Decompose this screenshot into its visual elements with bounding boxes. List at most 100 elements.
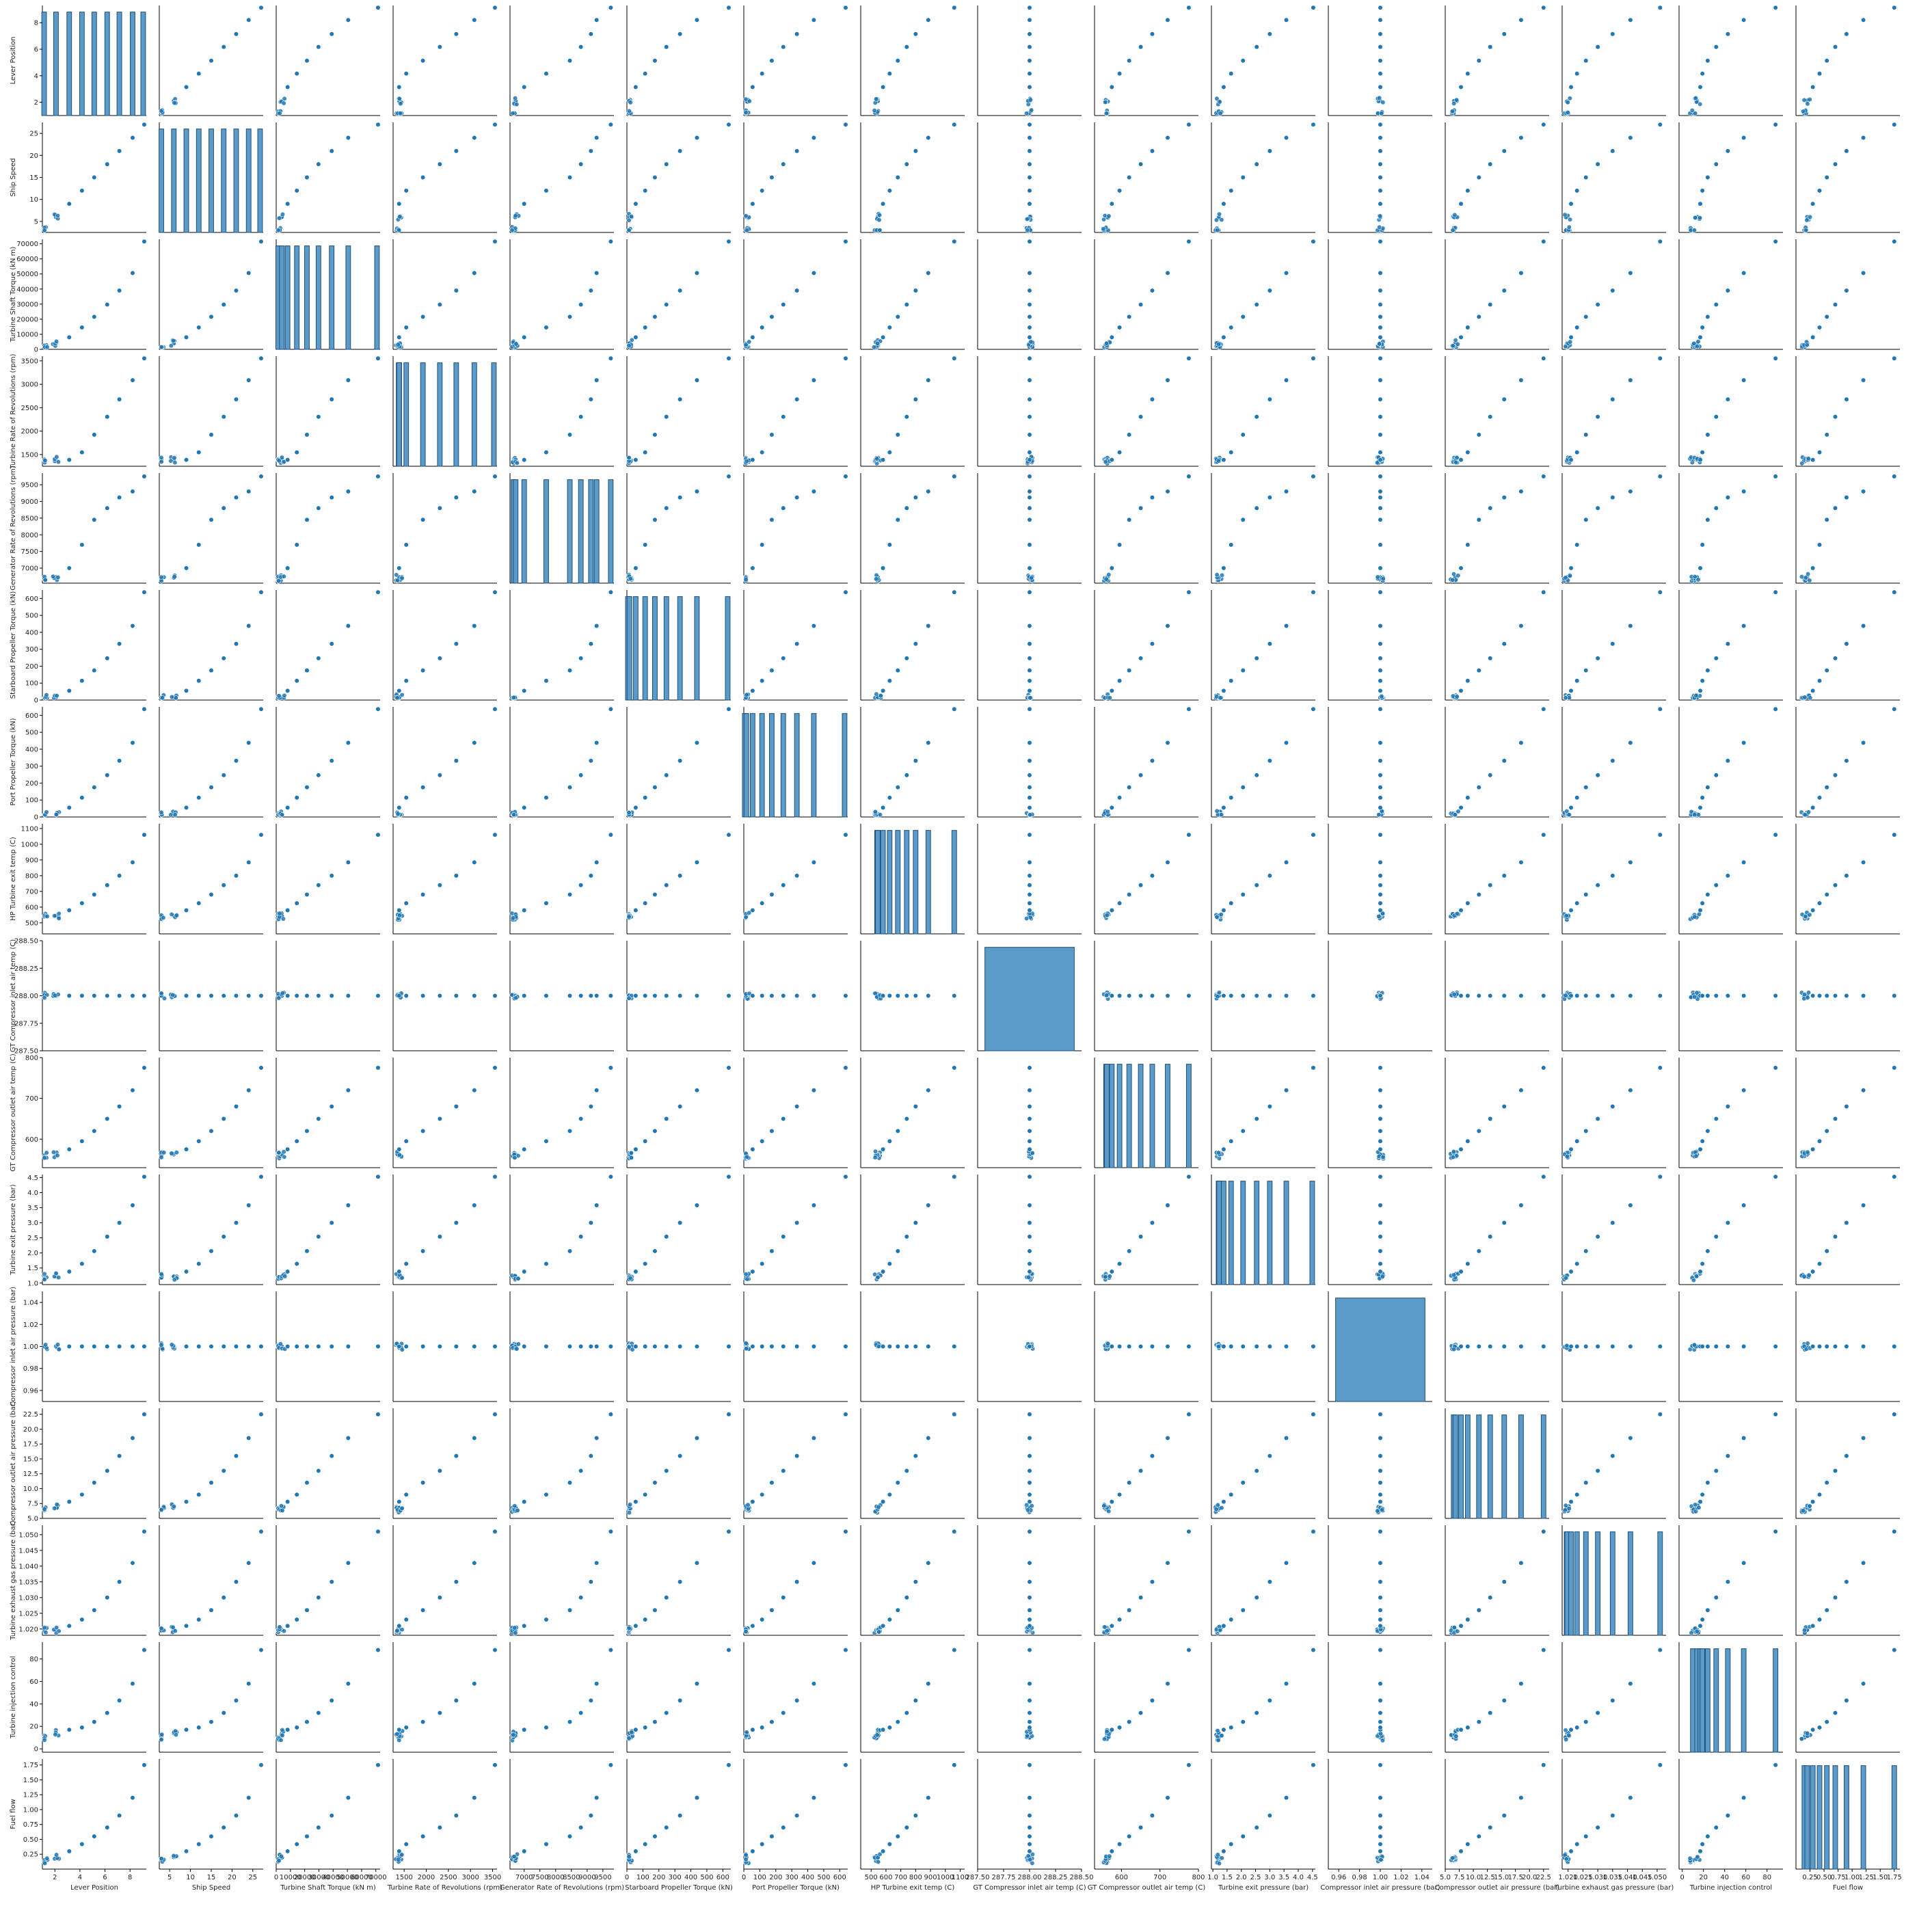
- panel-12-5: [626, 1408, 732, 1519]
- scatter-point: [811, 993, 817, 999]
- scatter-point: [1810, 907, 1816, 913]
- scatter-point: [1378, 859, 1383, 865]
- scatter-point: [403, 1261, 409, 1267]
- scatter-point: [1465, 1343, 1471, 1350]
- scatter-point: [294, 450, 299, 455]
- scatter-point: [744, 228, 750, 233]
- scatter-point: [1116, 900, 1123, 906]
- scatter-point: [1311, 993, 1316, 999]
- scatter-point: [1165, 993, 1170, 999]
- scatter-point: [544, 1617, 549, 1622]
- scatter-point: [1186, 122, 1192, 127]
- scatter-point: [1116, 188, 1123, 193]
- histogram-bar: [588, 479, 594, 584]
- panel-9-11: [1328, 1058, 1432, 1168]
- panel-0-2: [276, 5, 381, 116]
- scatter-point: [544, 1261, 549, 1267]
- scatter-point: [726, 1343, 732, 1350]
- scatter-point: [453, 1343, 459, 1350]
- scatter-point: [1254, 1468, 1259, 1473]
- scatter-point: [285, 1623, 291, 1628]
- scatter-point: [1378, 301, 1383, 308]
- scatter-point: [159, 1342, 164, 1347]
- scatter-point: [1027, 758, 1032, 764]
- scatter-point: [1476, 668, 1481, 673]
- histogram-bar: [984, 947, 1075, 1051]
- scatter-point: [1583, 993, 1589, 999]
- scatter-point: [420, 1834, 426, 1839]
- scatter-point: [1860, 1088, 1866, 1093]
- scatter-point: [394, 572, 399, 578]
- scatter-point: [904, 505, 909, 511]
- scatter-point: [1610, 148, 1615, 154]
- scatter-point: [1741, 1088, 1747, 1093]
- x-tick-label: 70000: [365, 1874, 387, 1881]
- scatter-point: [1027, 1146, 1032, 1152]
- scatter-point: [183, 1499, 189, 1505]
- scatter-point: [1568, 1146, 1574, 1152]
- scatter-point: [105, 993, 110, 999]
- scatter-point: [1283, 17, 1289, 23]
- scatter-point: [895, 668, 900, 673]
- scatter-point: [578, 993, 584, 999]
- scatter-point: [54, 1625, 59, 1631]
- scatter-point: [52, 913, 57, 919]
- scatter-point: [1027, 31, 1032, 37]
- scatter-point: [694, 270, 700, 276]
- scatter-point: [664, 993, 669, 999]
- scatter-point: [1700, 325, 1705, 330]
- scatter-point: [79, 1343, 85, 1350]
- scatter-point: [1378, 161, 1383, 167]
- scatter-point: [397, 688, 402, 693]
- scatter-point: [66, 334, 72, 340]
- scatter-point: [1713, 773, 1719, 778]
- scatter-point: [1566, 224, 1572, 230]
- scatter-point: [794, 1453, 800, 1459]
- scatter-point: [1311, 122, 1316, 127]
- scatter-point: [285, 688, 291, 693]
- y-tick-label: 1.75: [23, 1762, 38, 1769]
- scatter-point: [1698, 907, 1703, 913]
- scatter-point: [221, 656, 226, 661]
- scatter-point: [608, 993, 613, 999]
- scatter-point: [1378, 668, 1383, 673]
- scatter-point: [1027, 1468, 1032, 1473]
- scatter-point: [887, 325, 892, 330]
- scatter-point: [1693, 111, 1698, 116]
- y-tick-label: 20000: [16, 316, 38, 323]
- scatter-point: [1583, 668, 1589, 673]
- scatter-point: [1564, 1343, 1570, 1348]
- scatter-point: [1465, 188, 1471, 193]
- scatter-point: [1186, 1343, 1192, 1350]
- scatter-point: [1149, 288, 1155, 293]
- scatter-point: [769, 174, 775, 180]
- scatter-point: [1610, 1453, 1615, 1459]
- scatter-point: [329, 1103, 334, 1110]
- scatter-point: [1694, 1628, 1700, 1634]
- scatter-point: [769, 432, 775, 438]
- scatter-point: [726, 1065, 732, 1071]
- panel-6-9: [1094, 706, 1198, 818]
- scatter-point: [1378, 31, 1383, 37]
- scatter-point: [1214, 96, 1220, 101]
- scatter-point: [278, 1503, 284, 1509]
- scatter-point: [1216, 341, 1222, 347]
- y-tick-label: 0: [34, 1746, 38, 1754]
- y-tick-label: 15.0: [23, 1455, 38, 1463]
- scatter-point: [1149, 495, 1155, 500]
- scatter-point: [1378, 1220, 1383, 1226]
- scatter-point: [285, 84, 291, 90]
- scatter-point: [1657, 589, 1663, 595]
- scatter-point: [345, 1795, 351, 1801]
- scatter-point: [1713, 1595, 1719, 1600]
- scatter-point: [1028, 695, 1033, 701]
- scatter-point: [472, 1343, 477, 1350]
- scatter-point: [221, 773, 226, 778]
- scatter-point: [294, 1261, 299, 1267]
- scatter-point: [285, 1343, 291, 1350]
- scatter-point: [1311, 1412, 1316, 1417]
- scatter-point: [1311, 474, 1316, 479]
- scatter-point: [209, 1128, 214, 1133]
